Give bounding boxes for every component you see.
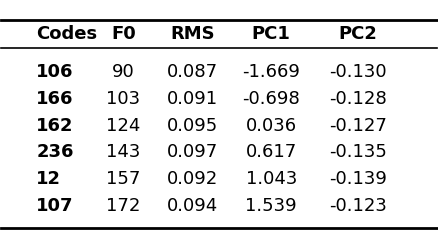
Text: -0.130: -0.130 xyxy=(329,63,387,81)
Text: -0.123: -0.123 xyxy=(329,197,387,215)
Text: 0.087: 0.087 xyxy=(167,63,219,81)
Text: 1.043: 1.043 xyxy=(246,170,297,188)
Text: -0.698: -0.698 xyxy=(242,90,300,108)
Text: 106: 106 xyxy=(36,63,74,81)
Text: 103: 103 xyxy=(106,90,140,108)
Text: 124: 124 xyxy=(106,117,141,135)
Text: PC2: PC2 xyxy=(339,25,378,43)
Text: 0.095: 0.095 xyxy=(167,117,219,135)
Text: 236: 236 xyxy=(36,143,74,161)
Text: 90: 90 xyxy=(112,63,134,81)
Text: -0.139: -0.139 xyxy=(329,170,387,188)
Text: 0.091: 0.091 xyxy=(167,90,219,108)
Text: 0.617: 0.617 xyxy=(246,143,297,161)
Text: 172: 172 xyxy=(106,197,141,215)
Text: 0.094: 0.094 xyxy=(167,197,219,215)
Text: RMS: RMS xyxy=(170,25,215,43)
Text: 107: 107 xyxy=(36,197,74,215)
Text: 166: 166 xyxy=(36,90,74,108)
Text: 12: 12 xyxy=(36,170,61,188)
Text: 0.097: 0.097 xyxy=(167,143,219,161)
Text: -0.135: -0.135 xyxy=(329,143,387,161)
Text: 157: 157 xyxy=(106,170,141,188)
Text: F0: F0 xyxy=(111,25,136,43)
Text: 0.092: 0.092 xyxy=(167,170,219,188)
Text: 0.036: 0.036 xyxy=(246,117,297,135)
Text: Codes: Codes xyxy=(36,25,97,43)
Text: 143: 143 xyxy=(106,143,141,161)
Text: 162: 162 xyxy=(36,117,74,135)
Text: 1.539: 1.539 xyxy=(245,197,297,215)
Text: -0.127: -0.127 xyxy=(329,117,387,135)
Text: -0.128: -0.128 xyxy=(329,90,387,108)
Text: PC1: PC1 xyxy=(252,25,291,43)
Text: -1.669: -1.669 xyxy=(242,63,300,81)
